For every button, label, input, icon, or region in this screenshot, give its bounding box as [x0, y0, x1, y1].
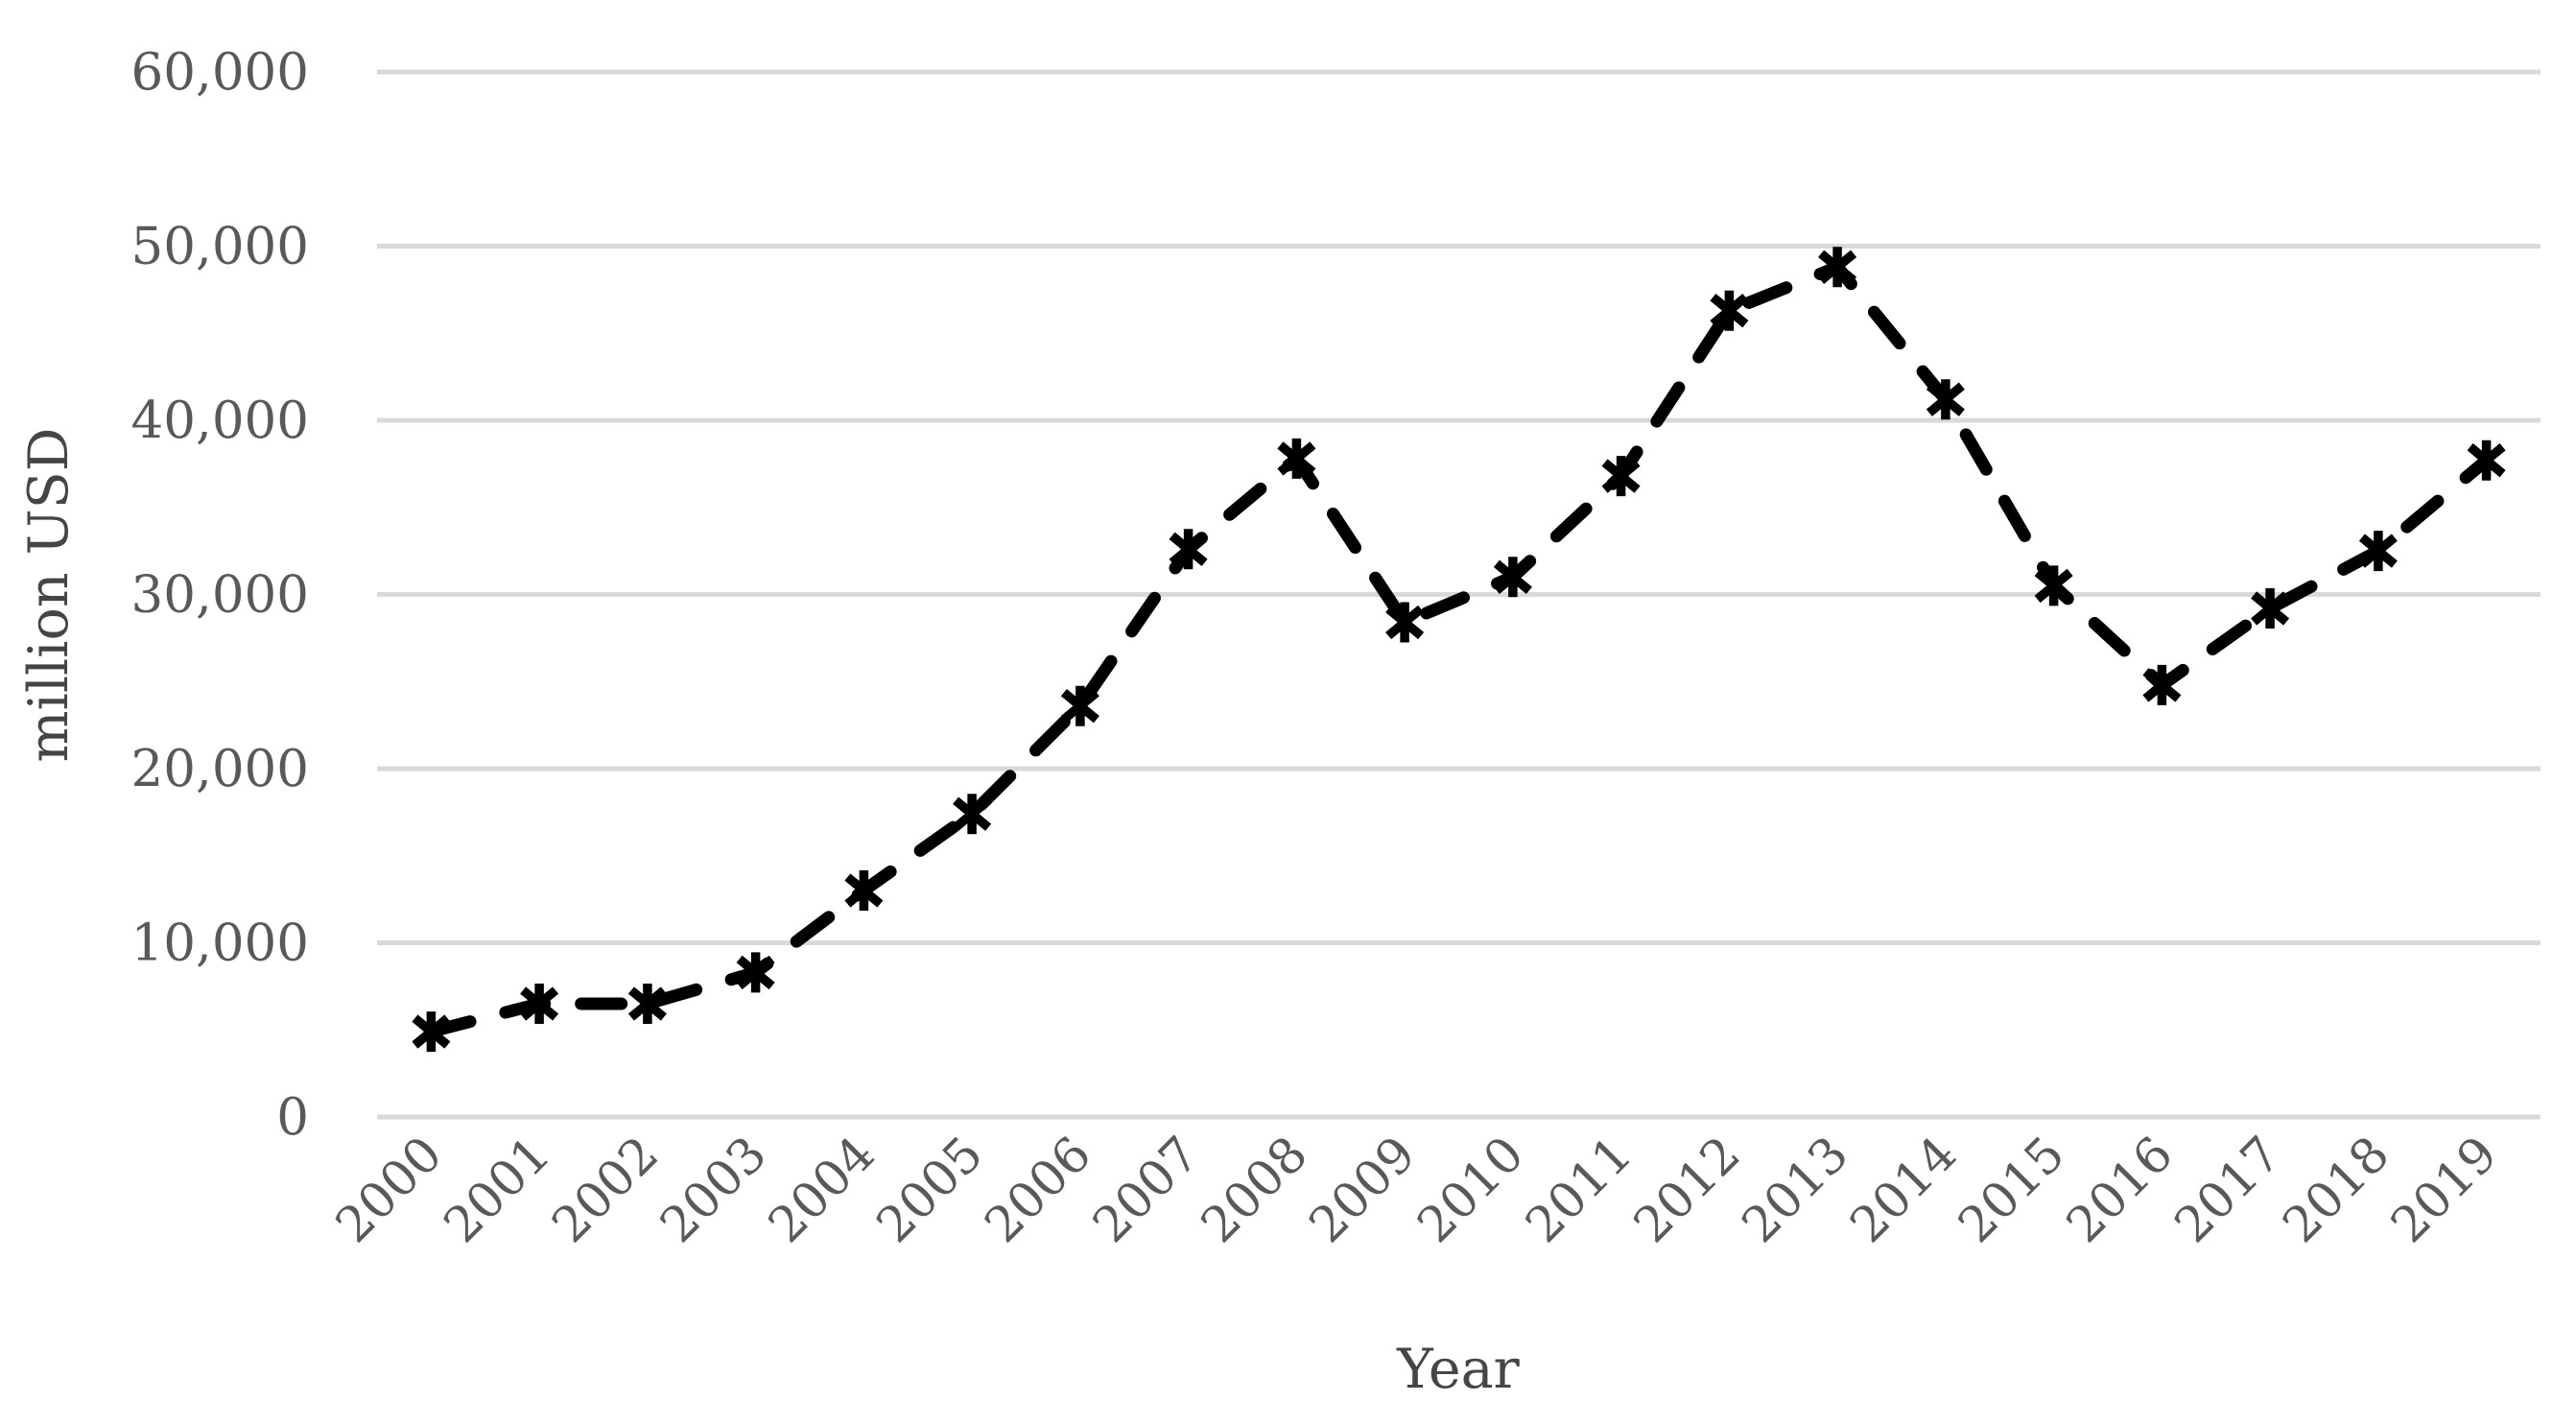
y-tick-label: 20,000	[131, 740, 309, 798]
asterisk-marker	[953, 794, 992, 835]
y-axis-tick-labels: 0 10,000 20,000 30,000 40,000 50,000 60,000	[131, 43, 309, 1147]
asterisk-marker	[1926, 379, 1965, 420]
data-series-dashed-line	[424, 260, 2493, 1038]
x-tick-label: 2017	[2164, 1126, 2292, 1253]
asterisk-marker	[1601, 456, 1641, 497]
asterisk-marker	[2358, 531, 2398, 572]
x-tick-label: 2007	[1082, 1126, 1210, 1253]
y-tick-label: 40,000	[131, 392, 309, 450]
x-tick-label: 2002	[542, 1126, 670, 1253]
x-tick-label: 2006	[975, 1126, 1102, 1253]
y-axis-title: million USD	[17, 428, 81, 763]
asterisk-marker	[844, 870, 884, 911]
asterisk-marker	[412, 1011, 451, 1053]
asterisk-marker	[1493, 557, 1532, 598]
asterisk-marker	[2034, 565, 2073, 606]
x-tick-label: 2009	[1299, 1126, 1427, 1253]
asterisk-marker	[1060, 685, 1099, 726]
asterisk-marker	[627, 984, 667, 1024]
asterisk-marker	[2467, 439, 2506, 481]
x-tick-label: 2012	[1623, 1126, 1751, 1253]
asterisk-marker	[1169, 529, 1208, 570]
asterisk-marker	[1818, 247, 1857, 288]
x-tick-label: 2016	[2056, 1126, 2184, 1253]
gridlines	[377, 69, 2541, 1120]
asterisk-marker	[520, 984, 559, 1024]
asterisk-marker	[1710, 290, 1749, 331]
x-tick-label: 2018	[2273, 1126, 2400, 1253]
x-tick-label: 2011	[1515, 1126, 1642, 1253]
data-point-markers	[412, 247, 2506, 1053]
x-tick-label: 2014	[1840, 1126, 1968, 1253]
x-tick-label: 2008	[1191, 1126, 1318, 1253]
x-tick-label: 2000	[325, 1126, 453, 1253]
x-tick-label: 2003	[650, 1126, 777, 1253]
y-tick-label: 30,000	[131, 566, 309, 625]
x-tick-label: 2001	[434, 1126, 561, 1253]
y-tick-label: 10,000	[131, 914, 309, 973]
x-tick-label: 2004	[758, 1126, 886, 1253]
x-axis-tick-labels: 2000200120022003200420052006200720082009…	[325, 1126, 2509, 1253]
x-tick-label: 2005	[866, 1126, 994, 1253]
x-tick-label: 2013	[1732, 1126, 1859, 1253]
y-tick-label: 60,000	[131, 43, 309, 102]
x-tick-label: 2019	[2380, 1126, 2508, 1253]
x-tick-label: 2015	[1948, 1126, 2075, 1253]
asterisk-marker	[736, 952, 775, 993]
x-tick-label: 2010	[1407, 1126, 1535, 1253]
asterisk-marker	[2251, 588, 2290, 629]
y-tick-label: 50,000	[131, 218, 309, 276]
y-tick-label: 0	[276, 1088, 309, 1147]
x-axis-title: Year	[1396, 1338, 1520, 1401]
asterisk-marker	[1277, 438, 1316, 479]
asterisk-marker	[2142, 664, 2182, 705]
asterisk-marker	[1385, 602, 1425, 643]
